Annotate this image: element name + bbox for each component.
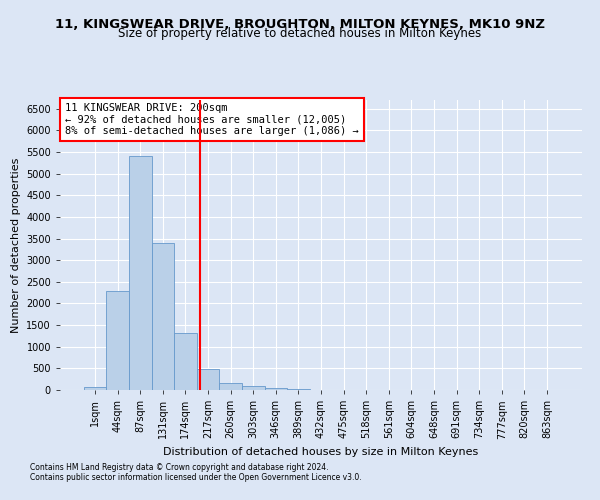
- Bar: [152, 243, 174, 390]
- X-axis label: Distribution of detached houses by size in Milton Keynes: Distribution of detached houses by size …: [163, 447, 479, 457]
- Text: 11, KINGSWEAR DRIVE, BROUGHTON, MILTON KEYNES, MK10 9NZ: 11, KINGSWEAR DRIVE, BROUGHTON, MILTON K…: [55, 18, 545, 30]
- Bar: [106, 292, 129, 390]
- Text: 11 KINGSWEAR DRIVE: 200sqm
← 92% of detached houses are smaller (12,005)
8% of s: 11 KINGSWEAR DRIVE: 200sqm ← 92% of deta…: [65, 103, 359, 136]
- Bar: [242, 386, 265, 390]
- Bar: [129, 156, 152, 390]
- Bar: [265, 388, 287, 390]
- Bar: [84, 386, 106, 390]
- Text: Contains public sector information licensed under the Open Government Licence v3: Contains public sector information licen…: [30, 474, 362, 482]
- Y-axis label: Number of detached properties: Number of detached properties: [11, 158, 20, 332]
- Text: Size of property relative to detached houses in Milton Keynes: Size of property relative to detached ho…: [118, 28, 482, 40]
- Bar: [287, 388, 310, 390]
- Bar: [220, 383, 242, 390]
- Text: Contains HM Land Registry data © Crown copyright and database right 2024.: Contains HM Land Registry data © Crown c…: [30, 464, 329, 472]
- Bar: [174, 333, 197, 390]
- Bar: [197, 369, 220, 390]
